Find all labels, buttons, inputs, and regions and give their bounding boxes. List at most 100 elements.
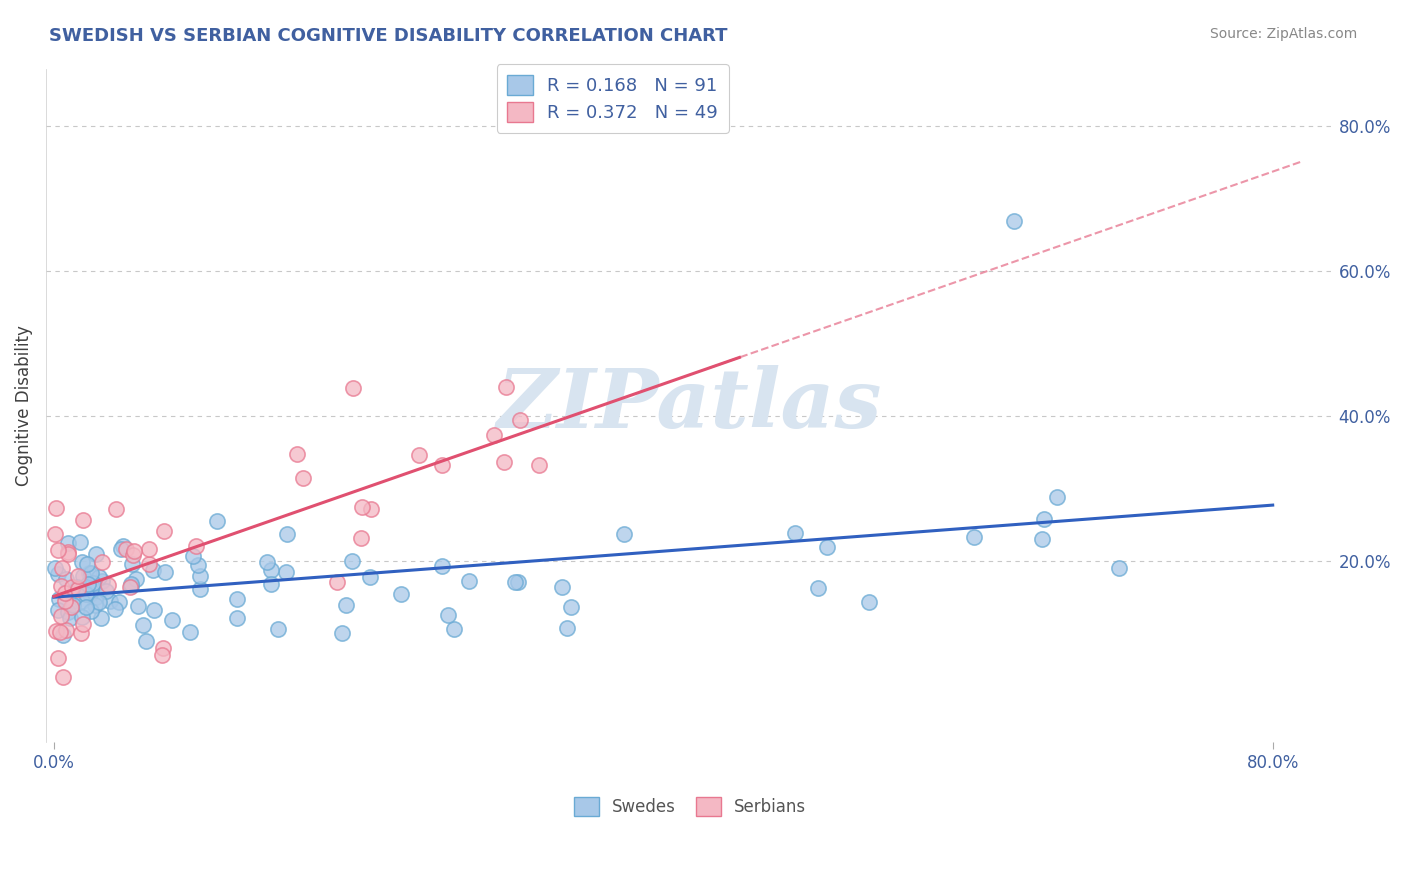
Point [267,622,290,636]
Point [326,575,349,590]
Point [55,586,77,600]
Point [152,648,174,662]
Point [494,455,516,469]
Point [121,549,143,563]
Text: ZIPatlas: ZIPatlas [498,365,883,445]
Point [56,536,79,550]
Point [91,555,114,569]
Point [94,583,117,598]
Point [138,541,160,556]
Point [335,598,357,612]
Point [560,600,582,615]
Point [82,580,104,594]
Point [458,574,481,589]
Point [142,563,165,577]
Point [1031,533,1053,547]
Point [58,606,80,620]
Point [430,559,453,574]
Point [84,598,107,612]
Point [815,540,838,554]
Point [59,600,82,615]
Point [76,577,98,591]
Point [205,514,228,528]
Point [1033,512,1056,526]
Point [62,598,84,612]
Point [70,593,93,607]
Point [72,569,94,583]
Point [55,624,77,638]
Point [120,577,142,591]
Point [62,594,84,608]
Point [152,640,174,655]
Point [360,502,382,516]
Point [506,574,529,589]
Point [108,595,131,609]
Point [48,591,70,606]
Point [66,569,89,583]
Point [555,621,578,635]
Point [125,573,148,587]
Point [1002,213,1025,227]
Point [55,572,77,586]
Point [276,527,298,541]
Point [48,603,70,617]
Point [495,380,517,394]
Point [613,527,636,541]
Point [121,558,143,572]
Point [90,611,112,625]
Point [153,524,176,539]
Point [551,580,574,594]
Point [46,542,69,557]
Point [79,586,101,600]
Point [342,381,364,395]
Point [432,458,454,472]
Point [349,531,371,545]
Point [785,526,807,541]
Text: Source: ZipAtlas.com: Source: ZipAtlas.com [1209,27,1357,41]
Point [188,569,211,583]
Point [76,600,98,615]
Point [484,427,506,442]
Point [56,548,79,562]
Point [340,553,363,567]
Point [179,625,201,640]
Point [104,601,127,615]
Point [67,582,90,597]
Point [160,613,183,627]
Point [66,580,89,594]
Text: SWEDISH VS SERBIAN COGNITIVE DISABILITY CORRELATION CHART: SWEDISH VS SERBIAN COGNITIVE DISABILITY … [49,27,728,45]
Point [72,616,94,631]
Point [858,595,880,609]
Point [127,599,149,614]
Point [46,650,69,665]
Point [84,547,107,561]
Point [45,501,67,516]
Point [256,555,278,569]
Point [56,545,79,559]
Point [87,570,110,584]
Point [509,413,531,427]
Point [503,574,526,589]
Point [122,544,145,558]
Point [1108,561,1130,575]
Point [70,625,93,640]
Point [75,587,97,601]
Point [260,563,283,577]
Point [49,608,72,623]
Point [52,670,75,684]
Point [153,566,176,580]
Point [48,624,70,639]
Point [98,594,121,608]
Point [437,608,460,623]
Point [359,570,381,584]
Point [45,624,67,639]
Point [51,628,73,642]
Point [44,561,66,575]
Point [389,587,412,601]
Point [51,579,73,593]
Point [53,594,76,608]
Point [443,623,465,637]
Point [260,576,283,591]
Point [91,574,114,588]
Point [46,566,69,581]
